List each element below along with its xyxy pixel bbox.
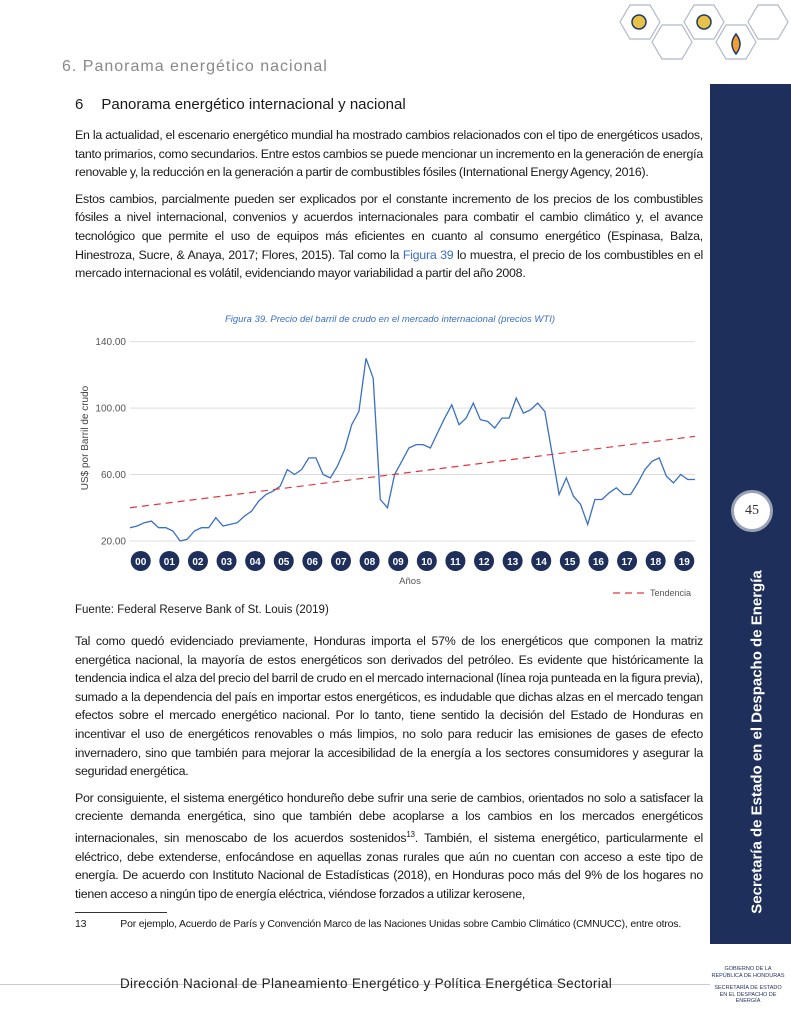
- footer-logo: Gobierno de la República de Honduras Secre…: [708, 966, 788, 1005]
- logo-text: República de Honduras: [711, 972, 785, 979]
- year-badge: [445, 551, 466, 571]
- x-tick-label: 04: [250, 557, 262, 568]
- text: Estos cambios, parcialmente pueden ser e…: [75, 191, 703, 262]
- footnote: 13 Por ejemplo, Acuerdo de París y Conven…: [75, 918, 681, 930]
- x-tick-label: 17: [621, 557, 633, 568]
- year-badge: [159, 551, 180, 571]
- year-badge: [674, 551, 695, 571]
- x-tick-label: 01: [164, 557, 176, 568]
- y-tick-label: 140.00: [95, 337, 126, 348]
- text-block-2: Tal como quedó evidenciado previamente, …: [75, 632, 703, 903]
- text-block-1: En la actualidad, el escenario energétic…: [75, 126, 703, 283]
- x-tick-label: 09: [393, 557, 405, 568]
- x-tick-label: 02: [192, 557, 204, 568]
- paragraph: Por consiguiente, el sistema energético …: [75, 789, 703, 904]
- footnote-ref[interactable]: 13: [406, 829, 415, 839]
- logo-text: en el Despacho de Energía: [719, 991, 777, 1005]
- logo-text: Gobierno de la: [724, 966, 772, 972]
- paragraph: En la actualidad, el escenario energétic…: [75, 128, 703, 180]
- footnote-number: 13: [75, 918, 87, 930]
- year-badge: [617, 551, 638, 571]
- year-badge: [645, 551, 666, 571]
- year-badge: [330, 551, 351, 571]
- legend-label: Tendencia: [650, 588, 691, 598]
- paragraph: Estos cambios, parcialmente pueden ser e…: [75, 190, 703, 283]
- year-badge: [359, 551, 380, 571]
- y-tick-label: 60.00: [101, 470, 126, 481]
- year-badge: [273, 551, 294, 571]
- y-tick-label: 100.00: [95, 404, 126, 415]
- x-tick-label: 03: [221, 557, 233, 568]
- x-tick-label: 12: [478, 557, 490, 568]
- year-badge: [245, 551, 266, 571]
- logo-text: Secretaría de Estado: [714, 985, 782, 991]
- x-tick-label: 16: [593, 557, 605, 568]
- x-tick-label: 15: [564, 557, 576, 568]
- year-badge: [130, 551, 151, 571]
- year-badge: [559, 551, 580, 571]
- hex-icons: [619, 4, 789, 60]
- x-tick-label: 08: [364, 557, 376, 568]
- year-badge: [531, 551, 552, 571]
- year-badge: [216, 551, 237, 571]
- text: . También, el sistema energético, partic…: [75, 831, 703, 901]
- data-line: [129, 358, 695, 542]
- heading-title: Panorama energético internacional y naci…: [101, 96, 406, 113]
- x-axis-label: Años: [399, 576, 421, 587]
- x-tick-label: 10: [421, 557, 433, 568]
- x-tick-label: 06: [307, 557, 319, 568]
- footer-text: Dirección Nacional de Planeamiento Energ…: [120, 976, 613, 991]
- footnote-rule: [75, 912, 167, 913]
- paragraph: Tal como quedó evidenciado previamente, …: [75, 634, 703, 779]
- year-badge: [474, 551, 495, 571]
- trend-line: [129, 435, 696, 509]
- text: Por consiguiente, el sistema energético …: [75, 790, 703, 846]
- y-axis-label: US$ por Barril de crudo: [80, 385, 91, 490]
- x-tick-label: 11: [450, 557, 461, 568]
- year-badge: [588, 551, 609, 571]
- page-number: 45: [731, 490, 773, 532]
- heading: 6 Panorama energético internacional y nac…: [75, 96, 406, 113]
- footnote-text: Por ejemplo, Acuerdo de París y Convenci…: [120, 918, 682, 930]
- x-tick-label: 07: [335, 557, 347, 568]
- year-badge: [502, 551, 523, 571]
- x-tick-label: 13: [507, 557, 519, 568]
- x-tick-label: 05: [278, 557, 290, 568]
- chart-title: Figura 39. Precio del barril de crudo en…: [225, 314, 555, 325]
- x-tick-label: 14: [536, 557, 548, 568]
- source: Fuente: Federal Reserve Bank of St. Loui…: [75, 604, 329, 616]
- chart: Figura 39. Precio del barril de crudo en…: [80, 314, 696, 598]
- figure-link[interactable]: Figura 39: [402, 247, 454, 262]
- footer-rule: [0, 984, 710, 985]
- x-tick-label: 00: [135, 557, 147, 568]
- heading-number: 6: [75, 96, 84, 113]
- section-header: 6. Panorama energético nacional: [62, 58, 328, 75]
- text: lo muestra, el precio de los combustible…: [75, 247, 703, 281]
- year-badge: [388, 551, 409, 571]
- sidebar-text: Secretaría de Estado en el Despacho de E…: [748, 570, 766, 914]
- y-tick-label: 20.00: [101, 537, 126, 548]
- year-badge: [187, 551, 208, 571]
- year-badge: [416, 551, 437, 571]
- year-badge: [302, 551, 323, 571]
- x-tick-label: 18: [650, 557, 662, 568]
- x-tick-label: 19: [679, 557, 691, 568]
